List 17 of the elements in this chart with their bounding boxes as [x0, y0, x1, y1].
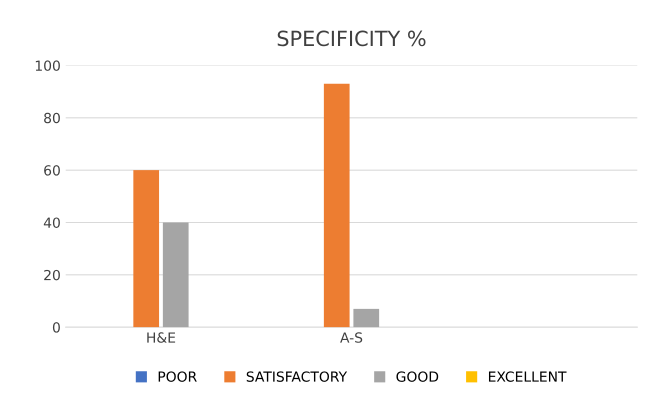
x-tick-label: H&E [147, 332, 176, 343]
y-tick-label: 0 [52, 322, 60, 333]
y-tick-label: 40 [44, 217, 60, 228]
legend-label: EXCELLENT [488, 371, 567, 382]
x-tick-label: A-S [340, 332, 362, 343]
chart-title: SPECIFICITY % [278, 30, 426, 46]
y-tick-label: 100 [36, 60, 60, 71]
bar [324, 84, 350, 328]
legend-label: POOR [158, 371, 197, 382]
bar [353, 308, 380, 328]
y-tick-label: 80 [44, 112, 60, 124]
legend-label: GOOD [396, 371, 438, 382]
bar [162, 222, 189, 328]
legend-label: SATISFACTORY [246, 371, 348, 382]
bar [133, 170, 160, 328]
y-tick-label: 20 [44, 270, 60, 280]
y-tick-label: 60 [44, 165, 60, 176]
